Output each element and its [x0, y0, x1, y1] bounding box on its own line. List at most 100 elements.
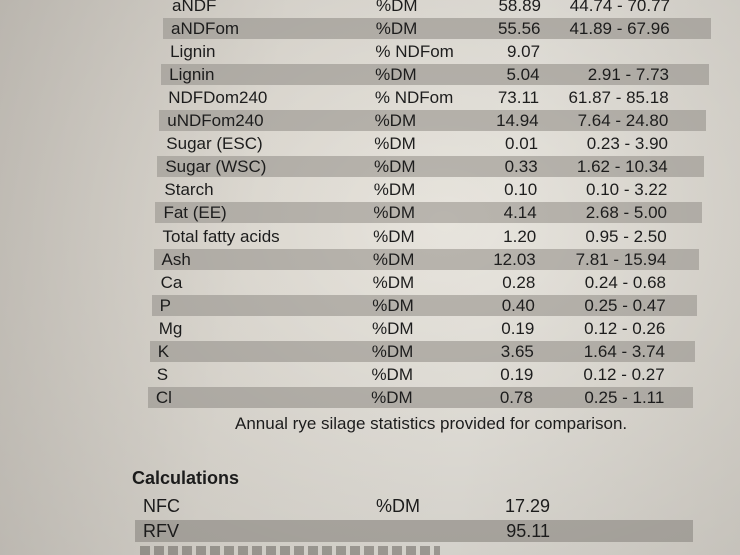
- nutrient-name: Fat (EE): [163, 203, 227, 223]
- unit-label: %DM: [375, 65, 417, 85]
- calculation-value: 17.29: [504, 496, 550, 516]
- unit-label: %DM: [372, 249, 415, 269]
- nutrient-name: Ash: [161, 249, 191, 269]
- table-row: Ash %DM 12.03 7.81 - 15.94: [0, 248, 740, 271]
- table-row: P %DM 0.40 0.25 - 0.47: [0, 294, 740, 317]
- table-row: aNDFom %DM 55.56 41.89 - 67.96: [0, 17, 740, 40]
- nutrient-name: aNDF: [172, 0, 217, 15]
- nutrient-name: Sugar (ESC): [166, 134, 263, 154]
- unit-label: %DM: [372, 318, 414, 338]
- calculation-row: RFV 95.11: [0, 519, 740, 543]
- nutrient-name: Sugar (WSC): [165, 157, 267, 177]
- nutrient-name: S: [156, 364, 169, 384]
- calculation-unit: %DM: [376, 496, 420, 516]
- nutrient-name: Lignin: [170, 42, 216, 62]
- unit-label: %DM: [374, 111, 417, 131]
- comparison-range: 0.25 - 0.47: [584, 295, 666, 315]
- result-value: 12.03: [493, 249, 536, 269]
- nutrient-name: Lignin: [169, 65, 215, 85]
- table-row: Cl %DM 0.78 0.25 - 1.11: [0, 386, 740, 409]
- result-value: 55.56: [497, 19, 541, 39]
- calculation-value: 95.11: [506, 521, 550, 541]
- comparison-range: 0.25 - 1.11: [584, 387, 665, 407]
- nutrient-name: Ca: [160, 272, 183, 292]
- nutrient-name: Cl: [155, 387, 172, 407]
- comparison-range: 1.62 - 10.34: [576, 157, 668, 177]
- comparison-range: 0.12 - 0.27: [583, 364, 665, 384]
- table-row: Sugar (ESC) %DM 0.01 0.23 - 3.90: [0, 132, 740, 155]
- result-value: 0.01: [505, 134, 539, 154]
- unit-label: %DM: [372, 295, 414, 315]
- unit-label: %DM: [373, 180, 416, 200]
- result-value: 0.40: [501, 295, 535, 315]
- result-value: 3.65: [500, 341, 534, 361]
- calculation-name: NFC: [143, 496, 180, 516]
- comparison-range: 0.12 - 0.26: [584, 318, 666, 338]
- nutrient-name: Mg: [158, 318, 183, 338]
- result-value: 0.78: [499, 387, 533, 407]
- table-row: Lignin % NDFom 9.07: [0, 40, 740, 63]
- nutrient-name: K: [157, 341, 170, 361]
- result-value: 5.04: [506, 65, 540, 85]
- result-value: 0.19: [501, 318, 535, 338]
- unit-label: %DM: [373, 226, 415, 246]
- unit-label: %DM: [376, 0, 418, 15]
- result-value: 1.20: [503, 226, 537, 246]
- result-value: 58.89: [498, 0, 541, 15]
- nutrient-name: uNDFom240: [167, 111, 264, 131]
- table-row: Fat (EE) %DM 4.14 2.68 - 5.00: [0, 201, 740, 224]
- comparison-range: 0.24 - 0.68: [584, 272, 666, 292]
- table-row: aNDF %DM 58.89 44.74 - 70.77: [0, 0, 740, 17]
- unit-label: %DM: [372, 272, 415, 292]
- unit-label: %DM: [371, 341, 414, 361]
- table-row: Lignin %DM 5.04 2.91 - 7.73: [0, 63, 740, 86]
- table-row: Starch %DM 0.10 0.10 - 3.22: [0, 178, 740, 201]
- table-row: Ca %DM 0.28 0.24 - 0.68: [0, 271, 740, 294]
- result-value: 14.94: [496, 111, 539, 131]
- comparison-range: 7.64 - 24.80: [577, 111, 669, 131]
- table-row: Total fatty acids %DM 1.20 0.95 - 2.50: [0, 225, 740, 248]
- nutrient-name: NDFDom240: [168, 88, 268, 108]
- nutrient-name: Total fatty acids: [162, 226, 280, 246]
- unit-label: %DM: [375, 19, 418, 39]
- result-value: 4.14: [503, 203, 537, 223]
- result-value: 73.11: [497, 88, 540, 108]
- comparison-range: 7.81 - 15.94: [575, 249, 667, 269]
- result-value: 9.07: [506, 42, 541, 62]
- nutrient-name: P: [159, 295, 171, 315]
- result-value: 0.19: [500, 364, 534, 384]
- comparison-range: 1.64 - 3.74: [583, 341, 665, 361]
- unit-label: %DM: [374, 157, 416, 177]
- comparison-range: 0.23 - 3.90: [586, 134, 668, 154]
- comparison-range: 61.87 - 85.18: [568, 88, 669, 108]
- unit-label: %DM: [374, 134, 416, 154]
- table-row: S %DM 0.19 0.12 - 0.27: [0, 363, 740, 386]
- nutrient-name: Starch: [164, 180, 214, 200]
- calculations-heading: Calculations: [132, 468, 240, 488]
- unit-label: %DM: [371, 387, 413, 407]
- table-row: Mg %DM 0.19 0.12 - 0.26: [0, 317, 740, 340]
- cut-off-text-line: [140, 546, 440, 555]
- unit-label: %DM: [371, 364, 413, 384]
- table-row: K %DM 3.65 1.64 - 3.74: [0, 340, 740, 363]
- comparison-range: 2.91 - 7.73: [587, 65, 669, 85]
- nutrient-name: aNDFom: [171, 19, 240, 39]
- result-value: 0.28: [502, 272, 536, 292]
- calculation-row: NFC %DM 17.29: [0, 494, 740, 518]
- comparison-range: 44.74 - 70.77: [569, 0, 670, 15]
- comparison-range: 2.68 - 5.00: [585, 203, 667, 223]
- unit-label: % NDFom: [374, 88, 454, 108]
- table-row: uNDFom240 %DM 14.94 7.64 - 24.80: [0, 109, 740, 132]
- calculation-name: RFV: [143, 521, 179, 541]
- comparison-range: 0.95 - 2.50: [585, 226, 667, 246]
- table-row: NDFDom240 % NDFom 73.11 61.87 - 85.18: [0, 86, 740, 109]
- table-row: Sugar (WSC) %DM 0.33 1.62 - 10.34: [0, 155, 740, 178]
- result-value: 0.33: [504, 157, 538, 177]
- comparison-range: 0.10 - 3.22: [586, 180, 668, 200]
- unit-label: %DM: [373, 203, 415, 223]
- comparison-range: 41.89 - 67.96: [569, 19, 670, 39]
- comparison-note: Annual rye silage statistics provided fo…: [235, 414, 628, 433]
- result-value: 0.10: [504, 180, 538, 200]
- unit-label: % NDFom: [375, 42, 454, 62]
